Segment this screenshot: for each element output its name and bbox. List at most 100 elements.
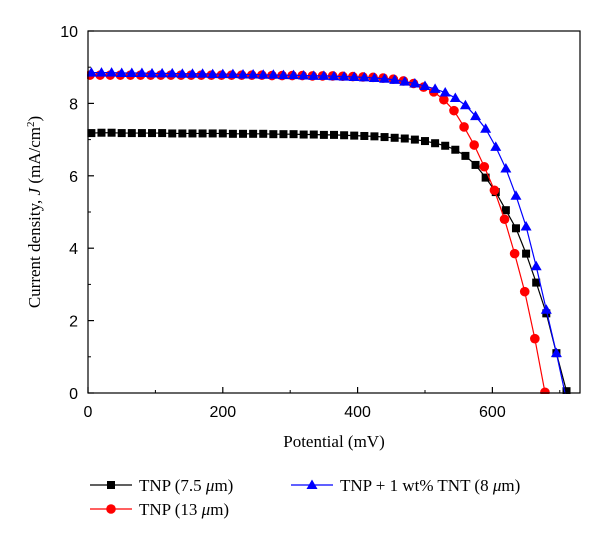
legend-marker-tnp-7-5um xyxy=(107,481,115,489)
y-tick-label: 8 xyxy=(69,96,78,113)
series-0-point xyxy=(87,129,96,138)
x-axis-ticks: 0 200 400 600 xyxy=(84,387,561,421)
series-2-point xyxy=(550,347,562,358)
series-2-point xyxy=(95,67,107,77)
series-0-point xyxy=(259,129,268,138)
series-1-point xyxy=(540,387,550,394)
series-0-point xyxy=(390,133,399,142)
y-tick-label: 0 xyxy=(69,386,78,403)
series-2-point xyxy=(561,395,572,405)
series-2-point xyxy=(348,71,360,81)
series-0-point xyxy=(249,129,258,138)
series-2-point xyxy=(338,71,350,81)
series-0-point xyxy=(208,129,217,138)
series-1-point xyxy=(439,94,449,105)
x-tick-label: 0 xyxy=(84,404,93,421)
series-2-point xyxy=(399,76,411,86)
series-1-point xyxy=(499,214,510,225)
series-2-point xyxy=(136,67,148,77)
series-2-point xyxy=(176,68,188,78)
series-0-point xyxy=(299,130,308,139)
series-0-point xyxy=(532,278,541,287)
series-0-point xyxy=(137,129,146,138)
series-0-point xyxy=(471,160,480,169)
y-axis-title: Current density, J (mA/cm2) xyxy=(25,116,44,308)
series-2-point xyxy=(87,67,97,77)
series-2-point xyxy=(267,69,279,79)
series-2-point xyxy=(197,68,209,78)
series-1-point xyxy=(469,140,479,150)
series-2-point xyxy=(166,67,178,78)
series-2-point xyxy=(439,87,451,97)
series-0-point xyxy=(420,137,429,146)
series-2-point xyxy=(358,71,370,82)
series-1-point xyxy=(449,105,459,116)
x-axis-title: Potential (mV) xyxy=(283,432,385,451)
series-0-point xyxy=(522,249,531,258)
series-2-point xyxy=(217,68,229,79)
series-2-point xyxy=(308,70,320,80)
legend: TNP (7.5 μm) TNP (13 μm) TNP + 1 wt% TNT… xyxy=(90,476,520,519)
series-0-point xyxy=(188,129,197,138)
series-0-point xyxy=(571,396,579,404)
series-2-point xyxy=(510,190,522,200)
series-0-point xyxy=(340,131,349,140)
series-2-point xyxy=(247,68,259,79)
series-2-point xyxy=(520,220,532,231)
series-layer xyxy=(87,67,579,405)
series-2-point xyxy=(227,68,239,79)
series-2-point xyxy=(156,67,168,78)
series-0-point xyxy=(107,128,116,137)
series-0-point xyxy=(481,173,490,182)
series-2-point xyxy=(540,304,552,314)
y-tick-label: 6 xyxy=(69,169,78,186)
series-0-point xyxy=(441,141,450,150)
x-tick-label: 400 xyxy=(344,404,371,421)
series-0-point xyxy=(279,130,288,139)
series-line-2 xyxy=(91,72,566,394)
series-2-point xyxy=(379,73,391,83)
series-0-point xyxy=(117,129,126,138)
series-2-point xyxy=(237,68,249,79)
series-2-point xyxy=(480,123,492,133)
series-0-point xyxy=(127,129,136,138)
series-2-point xyxy=(389,74,401,84)
y-tick-label: 10 xyxy=(60,24,78,41)
legend-entry-tnp-tnt-8um: TNP + 1 wt% TNT (8 μm) xyxy=(291,476,520,495)
series-2-point xyxy=(419,80,431,91)
series-2-point xyxy=(459,99,471,110)
series-1-point xyxy=(519,286,530,297)
series-0-point xyxy=(289,130,298,139)
series-0-point xyxy=(410,135,419,144)
series-0-point xyxy=(451,145,460,154)
series-0-point xyxy=(228,129,237,138)
x-tick-label: 200 xyxy=(209,404,236,421)
series-0-point xyxy=(198,129,207,138)
series-1-point xyxy=(530,333,540,344)
series-2-point xyxy=(288,69,300,80)
series-2-point xyxy=(298,70,310,80)
legend-label-tnp-7-5um: TNP (7.5 μm) xyxy=(139,476,233,495)
series-0-point xyxy=(511,224,520,233)
series-0-point xyxy=(370,132,379,141)
y-axis-ticks: 0 2 4 6 8 10 xyxy=(60,24,94,403)
series-0-point xyxy=(350,131,359,140)
series-1-point xyxy=(479,161,490,172)
series-1-point xyxy=(509,248,520,259)
series-2-point xyxy=(207,68,219,79)
series-2-point xyxy=(490,141,502,151)
series-0-point xyxy=(309,130,318,139)
series-2-point xyxy=(126,67,138,77)
series-1-point xyxy=(459,122,469,132)
series-0-point xyxy=(218,129,227,138)
series-0-point xyxy=(178,129,187,138)
series-0-point xyxy=(97,128,106,137)
series-0-point xyxy=(319,130,328,139)
legend-label-tnp-tnt-8um: TNP + 1 wt% TNT (8 μm) xyxy=(340,476,520,495)
legend-label-tnp-13um: TNP (13 μm) xyxy=(139,500,229,519)
legend-marker-tnp-13um xyxy=(106,504,116,514)
series-0-point xyxy=(380,133,389,142)
series-line-1 xyxy=(90,74,546,393)
series-0-point xyxy=(239,129,248,138)
